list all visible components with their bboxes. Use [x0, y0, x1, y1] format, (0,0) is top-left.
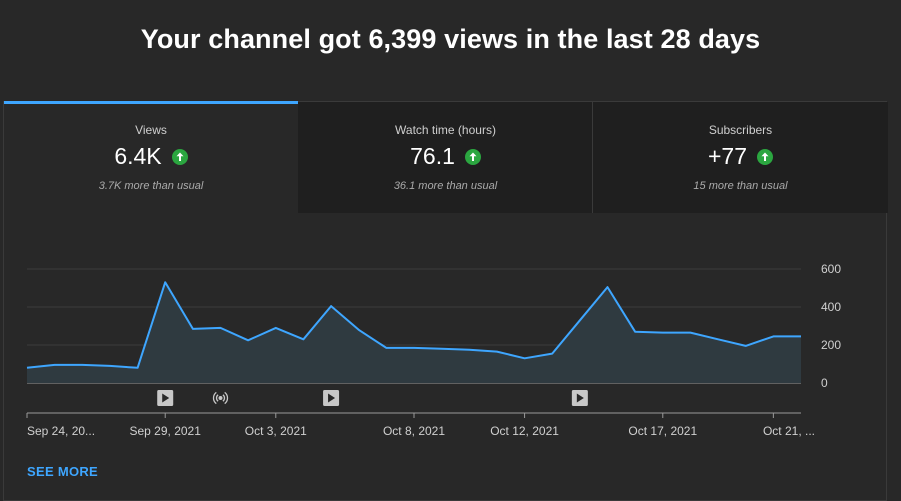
data-point	[468, 348, 471, 351]
data-point	[634, 330, 637, 333]
area-fill	[27, 282, 801, 383]
views-chart: 0 200 400 600 Sep 24, 20... Sep 29, 2021 Oct 3…	[26, 262, 841, 438]
y-tick-label: 0	[821, 376, 828, 390]
data-point	[744, 344, 747, 347]
analytics-card: Views 6.4K 3.7K more than usual Watch ti…	[3, 101, 888, 501]
series-line	[26, 281, 801, 369]
live-icon[interactable]	[212, 391, 229, 405]
x-tick-label: Sep 24, 20...	[27, 424, 95, 438]
video-icon[interactable]	[571, 390, 588, 406]
tab-subtext: 15 more than usual	[693, 180, 788, 192]
page-title: Your channel got 6,399 views in the last…	[140, 24, 761, 54]
y-tick-label: 400	[821, 300, 841, 314]
x-tick-label: Sep 29, 2021	[130, 424, 202, 438]
arrow-up-circle-icon	[464, 148, 481, 165]
tab-value: +77	[707, 143, 747, 169]
x-tick-label: Oct 17, 2021	[628, 424, 697, 438]
tab-watch-time[interactable]: Watch time (hours) 76.1 36.1 more than u…	[298, 102, 593, 213]
data-point	[495, 350, 498, 353]
data-point	[108, 364, 111, 367]
data-point	[606, 286, 609, 289]
data-point	[219, 326, 222, 329]
data-point	[385, 346, 388, 349]
y-tick-label: 600	[821, 262, 841, 276]
tab-subtext: 3.7K more than usual	[98, 180, 204, 192]
tab-label: Views	[135, 123, 167, 137]
x-tick-label: Oct 12, 2021	[490, 424, 559, 438]
data-point	[440, 347, 443, 350]
data-point	[413, 346, 416, 349]
data-point	[523, 357, 526, 360]
arrow-up-circle-icon	[757, 148, 773, 165]
tab-views[interactable]: Views 6.4K 3.7K more than usual	[4, 101, 298, 213]
data-point	[136, 366, 139, 369]
data-point	[53, 363, 56, 366]
tab-subscribers[interactable]: Subscribers +77 15 more than usual	[593, 102, 888, 213]
data-point	[26, 366, 29, 369]
x-tick-label: Oct 21, ...	[763, 424, 815, 438]
data-point	[551, 352, 554, 355]
data-point	[330, 305, 333, 308]
data-point	[689, 331, 692, 334]
data-point	[302, 338, 305, 341]
video-icon[interactable]	[157, 390, 174, 406]
data-point	[578, 319, 581, 322]
data-point	[357, 328, 360, 331]
data-point	[191, 327, 194, 330]
data-point	[274, 326, 277, 329]
active-tab-indicator	[4, 101, 298, 104]
see-more-link[interactable]: SEE MORE	[27, 464, 99, 479]
data-point	[717, 338, 720, 341]
x-tick-label: Oct 3, 2021	[245, 424, 307, 438]
video-icon[interactable]	[323, 390, 340, 406]
data-point	[247, 339, 250, 342]
data-point	[800, 335, 803, 338]
tab-label: Watch time (hours)	[395, 123, 496, 137]
tab-value: 76.1	[410, 143, 455, 169]
data-point	[81, 363, 84, 366]
tab-subtext: 36.1 more than usual	[393, 180, 498, 192]
y-tick-label: 200	[821, 338, 841, 352]
arrow-up-circle-icon	[171, 148, 188, 165]
data-point	[661, 331, 664, 334]
tab-value: 6.4K	[114, 143, 162, 169]
data-point	[772, 335, 775, 338]
x-tick-label: Oct 8, 2021	[383, 424, 445, 438]
data-point	[164, 281, 167, 284]
tab-label: Subscribers	[708, 123, 773, 137]
metric-tabs: Views 6.4K 3.7K more than usual Watch ti…	[4, 101, 888, 213]
